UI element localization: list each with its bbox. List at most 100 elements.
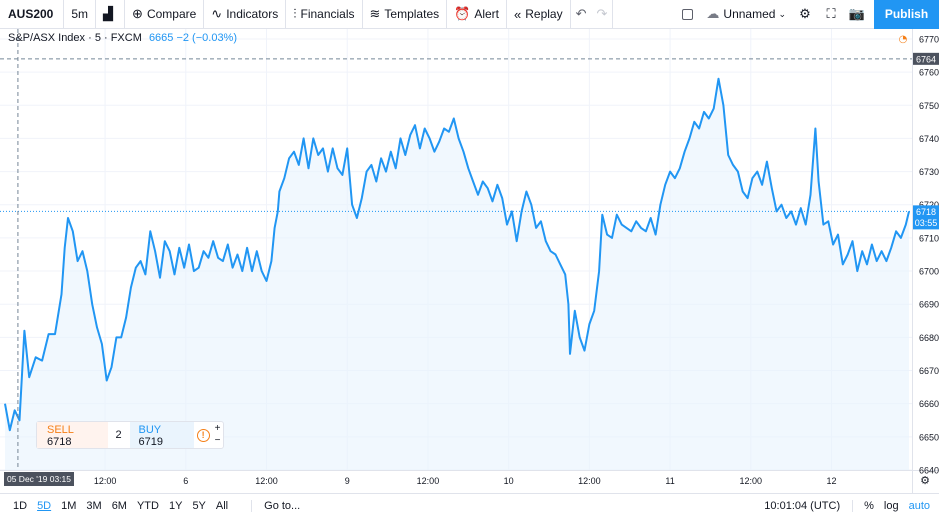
quantity-plus-button[interactable]: +: [214, 423, 221, 434]
quantity-field[interactable]: 2: [115, 429, 122, 441]
sell-label: SELL: [47, 424, 74, 436]
alert-label: Alert: [474, 7, 499, 21]
legend-title: S&P/ASX Index · 5 · FXCM: [8, 32, 142, 44]
range-1y-button[interactable]: 1Y: [168, 500, 183, 512]
cloud-icon: ☁: [706, 6, 720, 21]
crosshair-price-badge: 6764: [916, 54, 936, 64]
axis-settings-icon: ⚙: [920, 474, 930, 487]
crosshair-time-badge-bg: [4, 472, 74, 486]
camera-icon: 📷: [848, 6, 866, 21]
replay-label: Replay: [525, 7, 563, 21]
utc-clock[interactable]: 10:01:04 (UTC): [752, 500, 854, 512]
range-1m-button[interactable]: 1M: [61, 500, 77, 512]
templates-button[interactable]: ≋ Templates: [363, 0, 448, 29]
y-tick-label: 6770: [919, 34, 939, 44]
x-tick-label: 10: [504, 476, 514, 486]
quantity-stepper: + −: [212, 422, 223, 448]
auto-toggle[interactable]: auto: [908, 500, 930, 512]
financials-icon: ⫶: [293, 6, 297, 21]
redo-icon: ↷: [596, 6, 608, 21]
range-6m-button[interactable]: 6M: [111, 500, 127, 512]
bottom-toolbar: 1D 5D 1M 3M 6M YTD 1Y 5Y All Go to... 10:01:04 (…: [0, 493, 939, 518]
y-tick-label: 6760: [919, 68, 939, 78]
financials-label: Financials: [300, 7, 355, 21]
last-price-badge: 6718: [916, 207, 936, 217]
x-tick-label: 12: [827, 476, 837, 486]
trade-widget: SELL 6718 2 BUY 6719 ! + −: [36, 421, 224, 449]
x-tick-label: 12:00: [255, 476, 278, 486]
undo-button[interactable]: ↶: [571, 0, 592, 29]
interval-button[interactable]: 5m: [64, 0, 97, 29]
toolbar-right: ☁ Unnamed ⌄ ⚙ ⛶ 📷 Publish: [674, 0, 939, 29]
range-ytd-button[interactable]: YTD: [136, 500, 159, 512]
buy-label: BUY: [138, 424, 162, 436]
y-tick-label: 6690: [919, 300, 939, 310]
top-toolbar: AUS200 5m ▟ ⊕ Compare ∿ Indicators ⫶ Fin…: [0, 0, 939, 29]
area-fill: [5, 78, 909, 470]
compare-button[interactable]: ⊕ Compare: [125, 0, 205, 29]
chart-style-button[interactable]: ▟: [96, 0, 126, 29]
quantity-minus-button[interactable]: −: [214, 435, 221, 446]
buy-button[interactable]: BUY 6719: [129, 422, 195, 448]
range-3m-button[interactable]: 3M: [86, 500, 102, 512]
compare-label: Compare: [146, 7, 197, 21]
snapshot-button[interactable]: 📷: [844, 0, 870, 29]
range-5d-button[interactable]: 5D: [37, 500, 52, 512]
alarm-clock-icon: ⏰: [454, 6, 471, 21]
last-price-badge-bg: [913, 205, 939, 230]
y-tick-label: 6660: [919, 399, 939, 409]
sell-button[interactable]: SELL 6718: [37, 422, 108, 448]
countdown-badge: 03:55: [915, 218, 938, 228]
symbol-search-button[interactable]: AUS200: [0, 0, 65, 29]
y-tick-label: 6700: [919, 267, 939, 277]
goto-button[interactable]: Go to...: [251, 500, 300, 512]
chart-legend: S&P/ASX Index · 5 · FXCM 6665 −2 (−0.03%…: [8, 32, 237, 44]
replay-button[interactable]: « Replay: [507, 0, 571, 29]
indicators-label: Indicators: [226, 7, 279, 21]
crosshair-price-badge-bg: [913, 52, 939, 65]
indicators-icon: ∿: [211, 6, 223, 21]
y-tick-label: 6680: [919, 333, 939, 343]
x-tick-label: 9: [345, 476, 350, 486]
templates-label: Templates: [384, 7, 440, 21]
x-tick-label: 6: [183, 476, 188, 486]
x-tick-label: 11: [665, 476, 674, 486]
buy-price: 6719: [138, 436, 163, 448]
gear-icon: ⚙: [799, 6, 811, 21]
range-all-button[interactable]: All: [215, 500, 229, 512]
publish-button[interactable]: Publish: [874, 0, 939, 29]
indicators-button[interactable]: ∿ Indicators: [204, 0, 287, 29]
info-button[interactable]: !: [194, 422, 212, 448]
percent-toggle[interactable]: %: [864, 500, 874, 512]
fullscreen-select-button[interactable]: [674, 0, 700, 29]
price-axis-labels: 6640 6650 6660 6670 6680 6690 6700 6710 6720 6730…: [919, 34, 939, 475]
x-tick-label: 12:00: [740, 476, 763, 486]
price-chart[interactable]: 6640 6650 6660 6670 6680 6690 6700 6710 6720 6730…: [0, 29, 939, 493]
info-icon: !: [196, 428, 210, 442]
financials-button[interactable]: ⫶ Financials: [286, 0, 363, 29]
layout-button[interactable]: ☁ Unnamed ⌄: [700, 0, 792, 29]
y-tick-label: 6670: [919, 366, 939, 376]
crosshair-time-badge: 05 Dec '19 03:15: [7, 474, 71, 484]
redo-button[interactable]: ↷: [592, 0, 614, 29]
log-toggle[interactable]: log: [883, 500, 899, 512]
checkbox-icon: [681, 8, 693, 20]
undo-icon: ↶: [575, 6, 587, 21]
plus-circle-icon: ⊕: [132, 6, 143, 21]
clock-icon: ◔: [899, 34, 908, 45]
alert-button[interactable]: ⏰ Alert: [447, 0, 507, 29]
x-tick-label: 12:00: [578, 476, 601, 486]
fullscreen-button[interactable]: ⛶: [818, 0, 844, 29]
y-tick-label: 6720: [919, 200, 939, 210]
range-buttons: 1D 5D 1M 3M 6M YTD 1Y 5Y All: [8, 500, 233, 512]
y-tick-label: 6650: [919, 432, 939, 442]
settings-button[interactable]: ⚙: [792, 0, 818, 29]
range-1d-button[interactable]: 1D: [13, 500, 28, 512]
range-5y-button[interactable]: 5Y: [192, 500, 206, 512]
fullscreen-icon: ⛶: [826, 6, 836, 21]
x-tick-label: 12:00: [94, 476, 117, 486]
time-axis-labels: 12:00 6 12:00 9 12:00 10 12:00 11 12:00 12: [94, 476, 837, 486]
y-tick-label: 6640: [919, 466, 939, 476]
templates-icon: ≋: [369, 6, 381, 21]
